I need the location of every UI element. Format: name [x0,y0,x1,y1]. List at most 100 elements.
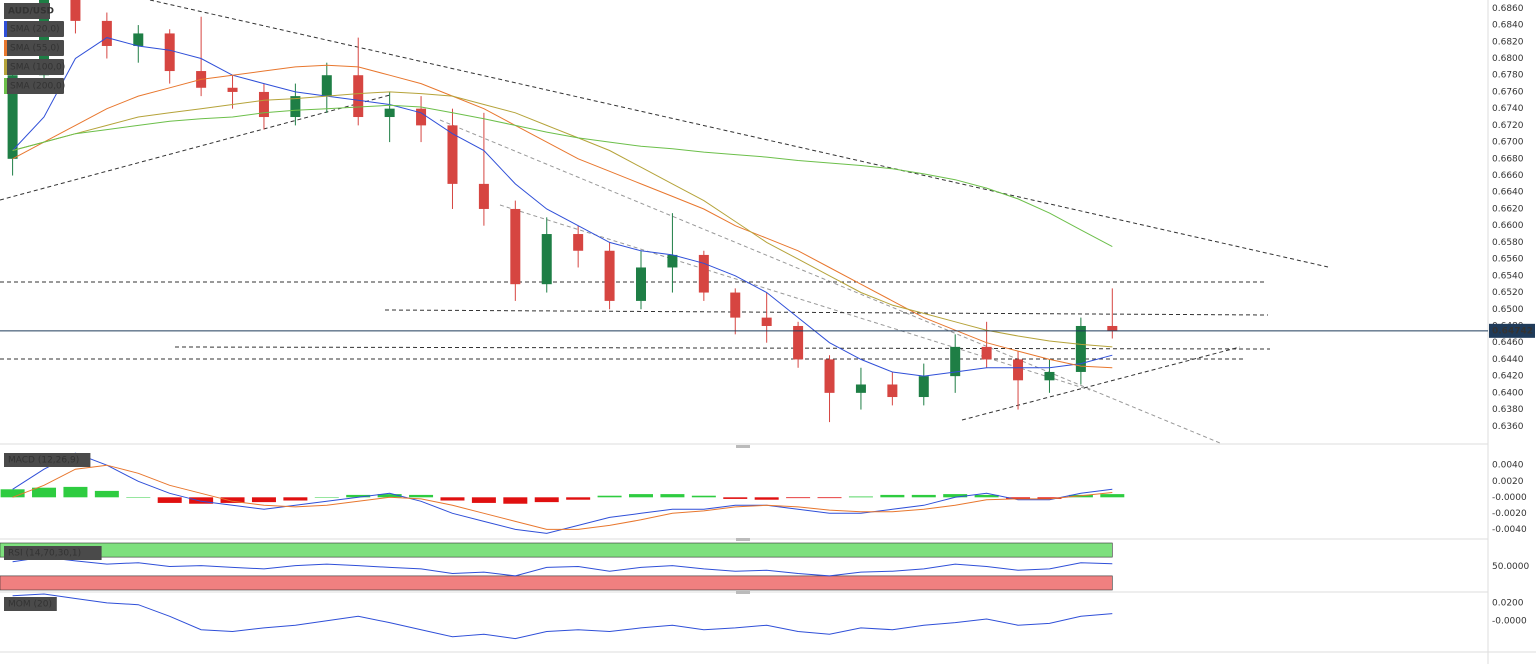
legend-box [4,21,64,37]
candle-body [950,346,961,377]
candle-body [636,267,646,301]
symbol-box [4,3,50,19]
candle-body [290,96,301,118]
y-tick-label: 0.0020 [1492,477,1524,487]
y-tick-label: 0.6360 [1492,422,1524,432]
y-tick-label: 0.0200 [1492,598,1524,608]
macd-histogram-bar [314,497,339,498]
macd-histogram-bar [346,494,371,498]
level-line [174,346,1271,350]
sma-line [12,91,1113,348]
legend-box [4,40,64,56]
candle-body [478,183,489,209]
candle-body [447,125,458,184]
y-tick-label: 0.6560 [1492,255,1524,265]
panel-title-box [4,597,57,611]
legend-entry: SMA (55,0) [10,44,60,54]
candle-body [1044,371,1055,381]
rsi-line [12,556,1113,577]
candle-body [1013,359,1024,381]
candle-body [321,75,332,97]
y-tick-label: 0.6600 [1492,221,1524,231]
panel-title: MACD (12,26,9) [8,456,79,466]
candle-body [887,384,898,398]
y-tick-label: 0.6820 [1492,37,1524,47]
macd-histogram-bar [691,495,716,498]
y-tick-label: 0.6440 [1492,355,1524,365]
candle-body [1075,325,1086,372]
macd-histogram-bar [157,497,182,503]
macd-histogram-bar [597,495,622,498]
macd-histogram-bar [848,496,873,498]
level-line [384,309,1269,316]
macd-histogram-bar [880,494,905,498]
macd-histogram-bar [471,497,496,503]
macd-histogram-bar [440,497,465,501]
last-price-label: 0.64742 [1492,326,1533,336]
y-tick-label: 0.6680 [1492,154,1524,164]
resize-handle[interactable] [736,538,750,541]
candle-body [7,75,18,159]
panel-title: RSI (14,70,30,1) [8,549,81,559]
panel-title: MOM (20) [8,600,52,610]
macd-histogram-bar [126,497,151,498]
macd-histogram-bar [660,494,685,498]
candle-body [353,75,364,118]
macd-histogram-bar [943,494,968,498]
macd-histogram-bar [1006,497,1031,499]
y-tick-label: 0.6640 [1492,188,1524,198]
macd-histogram-bar [911,494,936,498]
y-tick-label: 50.0000 [1492,562,1529,572]
sma-line [12,37,1113,377]
y-tick-label: 0.6620 [1492,204,1524,214]
candle-body [70,0,81,21]
macd-histogram-bar [723,497,748,499]
label-layer: 0.6860 0.6840 0.6820 0.6800 0.6780 0.6760 0.67… [4,3,1535,626]
legend-swatch [4,59,7,75]
y-tick-label: -0.0000 [1492,493,1527,503]
macd-histogram-bar [629,494,653,498]
y-tick-label: 0.6500 [1492,305,1524,315]
resize-handle[interactable] [736,591,750,594]
legend-swatch [4,40,7,56]
candle-body [133,33,144,46]
candle-body [730,292,741,318]
candle-body [227,87,238,92]
y-tick-label: 0.6460 [1492,338,1524,348]
macd-histogram-bar [189,497,214,504]
y-tick-label: 0.6380 [1492,405,1524,415]
candle-body [604,250,615,301]
y-tick-label: 0.6740 [1492,104,1524,114]
macd-histogram-bar [1037,497,1062,499]
candle-body [510,208,521,285]
legend-swatch [4,21,7,37]
legend-box [4,59,64,75]
resize-handle[interactable] [736,445,750,448]
y-tick-label: 0.6860 [1492,4,1524,14]
trend-line [0,94,391,201]
chart-title: AUD/USD [8,7,54,17]
panel-title-box [4,453,91,467]
candle-body [855,384,866,393]
candle-body [824,359,835,393]
y-tick-label: 0.6520 [1492,288,1524,298]
macd-histogram-bar [283,497,308,501]
macd-histogram-bar [63,486,88,498]
candle-body [101,20,112,46]
y-tick-label: 0.6420 [1492,372,1524,382]
candle-body [667,254,678,268]
indicator-line [12,593,1113,640]
trend-line [499,204,1091,391]
y-tick-label: -0.0000 [1492,616,1527,626]
candle-body [384,108,395,118]
mark-layer [0,0,1488,640]
y-tick-label: 0.6540 [1492,271,1524,281]
trend-lines [0,0,1329,444]
macd-histogram-bar [566,497,591,500]
macd-histogram-bar [409,494,434,498]
candle-body [39,0,50,76]
candle-body [164,33,175,72]
